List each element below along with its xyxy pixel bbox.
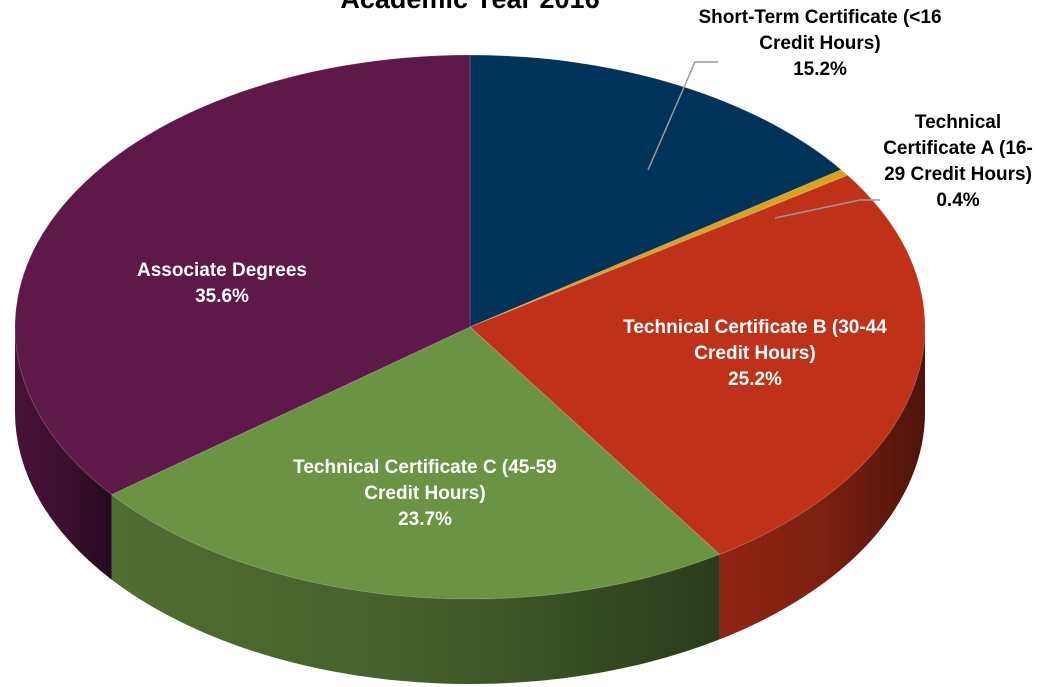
chart-title: Academic Year 2016 bbox=[220, 0, 720, 15]
leader-line bbox=[647, 61, 718, 171]
slice-label: Technical Certificate A (16-29 Credit Ho… bbox=[883, 110, 1033, 214]
slice bbox=[110, 326, 721, 600]
slice bbox=[14, 54, 471, 496]
value-label: 23.7% bbox=[398, 509, 452, 530]
slice bbox=[469, 174, 926, 556]
slice bbox=[469, 169, 849, 328]
value-label: 35.6% bbox=[195, 286, 249, 307]
slice-label: Technical Certificate B (30-44 Credit Ho… bbox=[610, 315, 900, 393]
category-label: Associate Degrees bbox=[136, 260, 308, 281]
slice-label: Associate Degrees 35.6% bbox=[92, 258, 352, 310]
value-label: 25.2% bbox=[728, 369, 782, 390]
slice bbox=[469, 54, 843, 328]
slice-label: Technical Certificate C (45-59 Credit Ho… bbox=[275, 455, 575, 533]
category-label: Technical Certificate A (16-29 Credit Ho… bbox=[883, 112, 1033, 185]
leader-line bbox=[774, 199, 880, 219]
side-shade bbox=[719, 327, 925, 640]
side-shade bbox=[15, 327, 112, 580]
value-label: 15.2% bbox=[793, 59, 847, 80]
slice-label: Short-Term Certificate (<16 Credit Hours… bbox=[685, 5, 955, 83]
side-shade bbox=[111, 494, 720, 684]
category-label: Technical Certificate C (45-59 Credit Ho… bbox=[293, 457, 557, 504]
category-label: Technical Certificate B (30-44 Credit Ho… bbox=[623, 317, 887, 364]
category-label: Short-Term Certificate (<16 Credit Hours… bbox=[698, 7, 942, 54]
value-label: 0.4% bbox=[936, 190, 980, 211]
